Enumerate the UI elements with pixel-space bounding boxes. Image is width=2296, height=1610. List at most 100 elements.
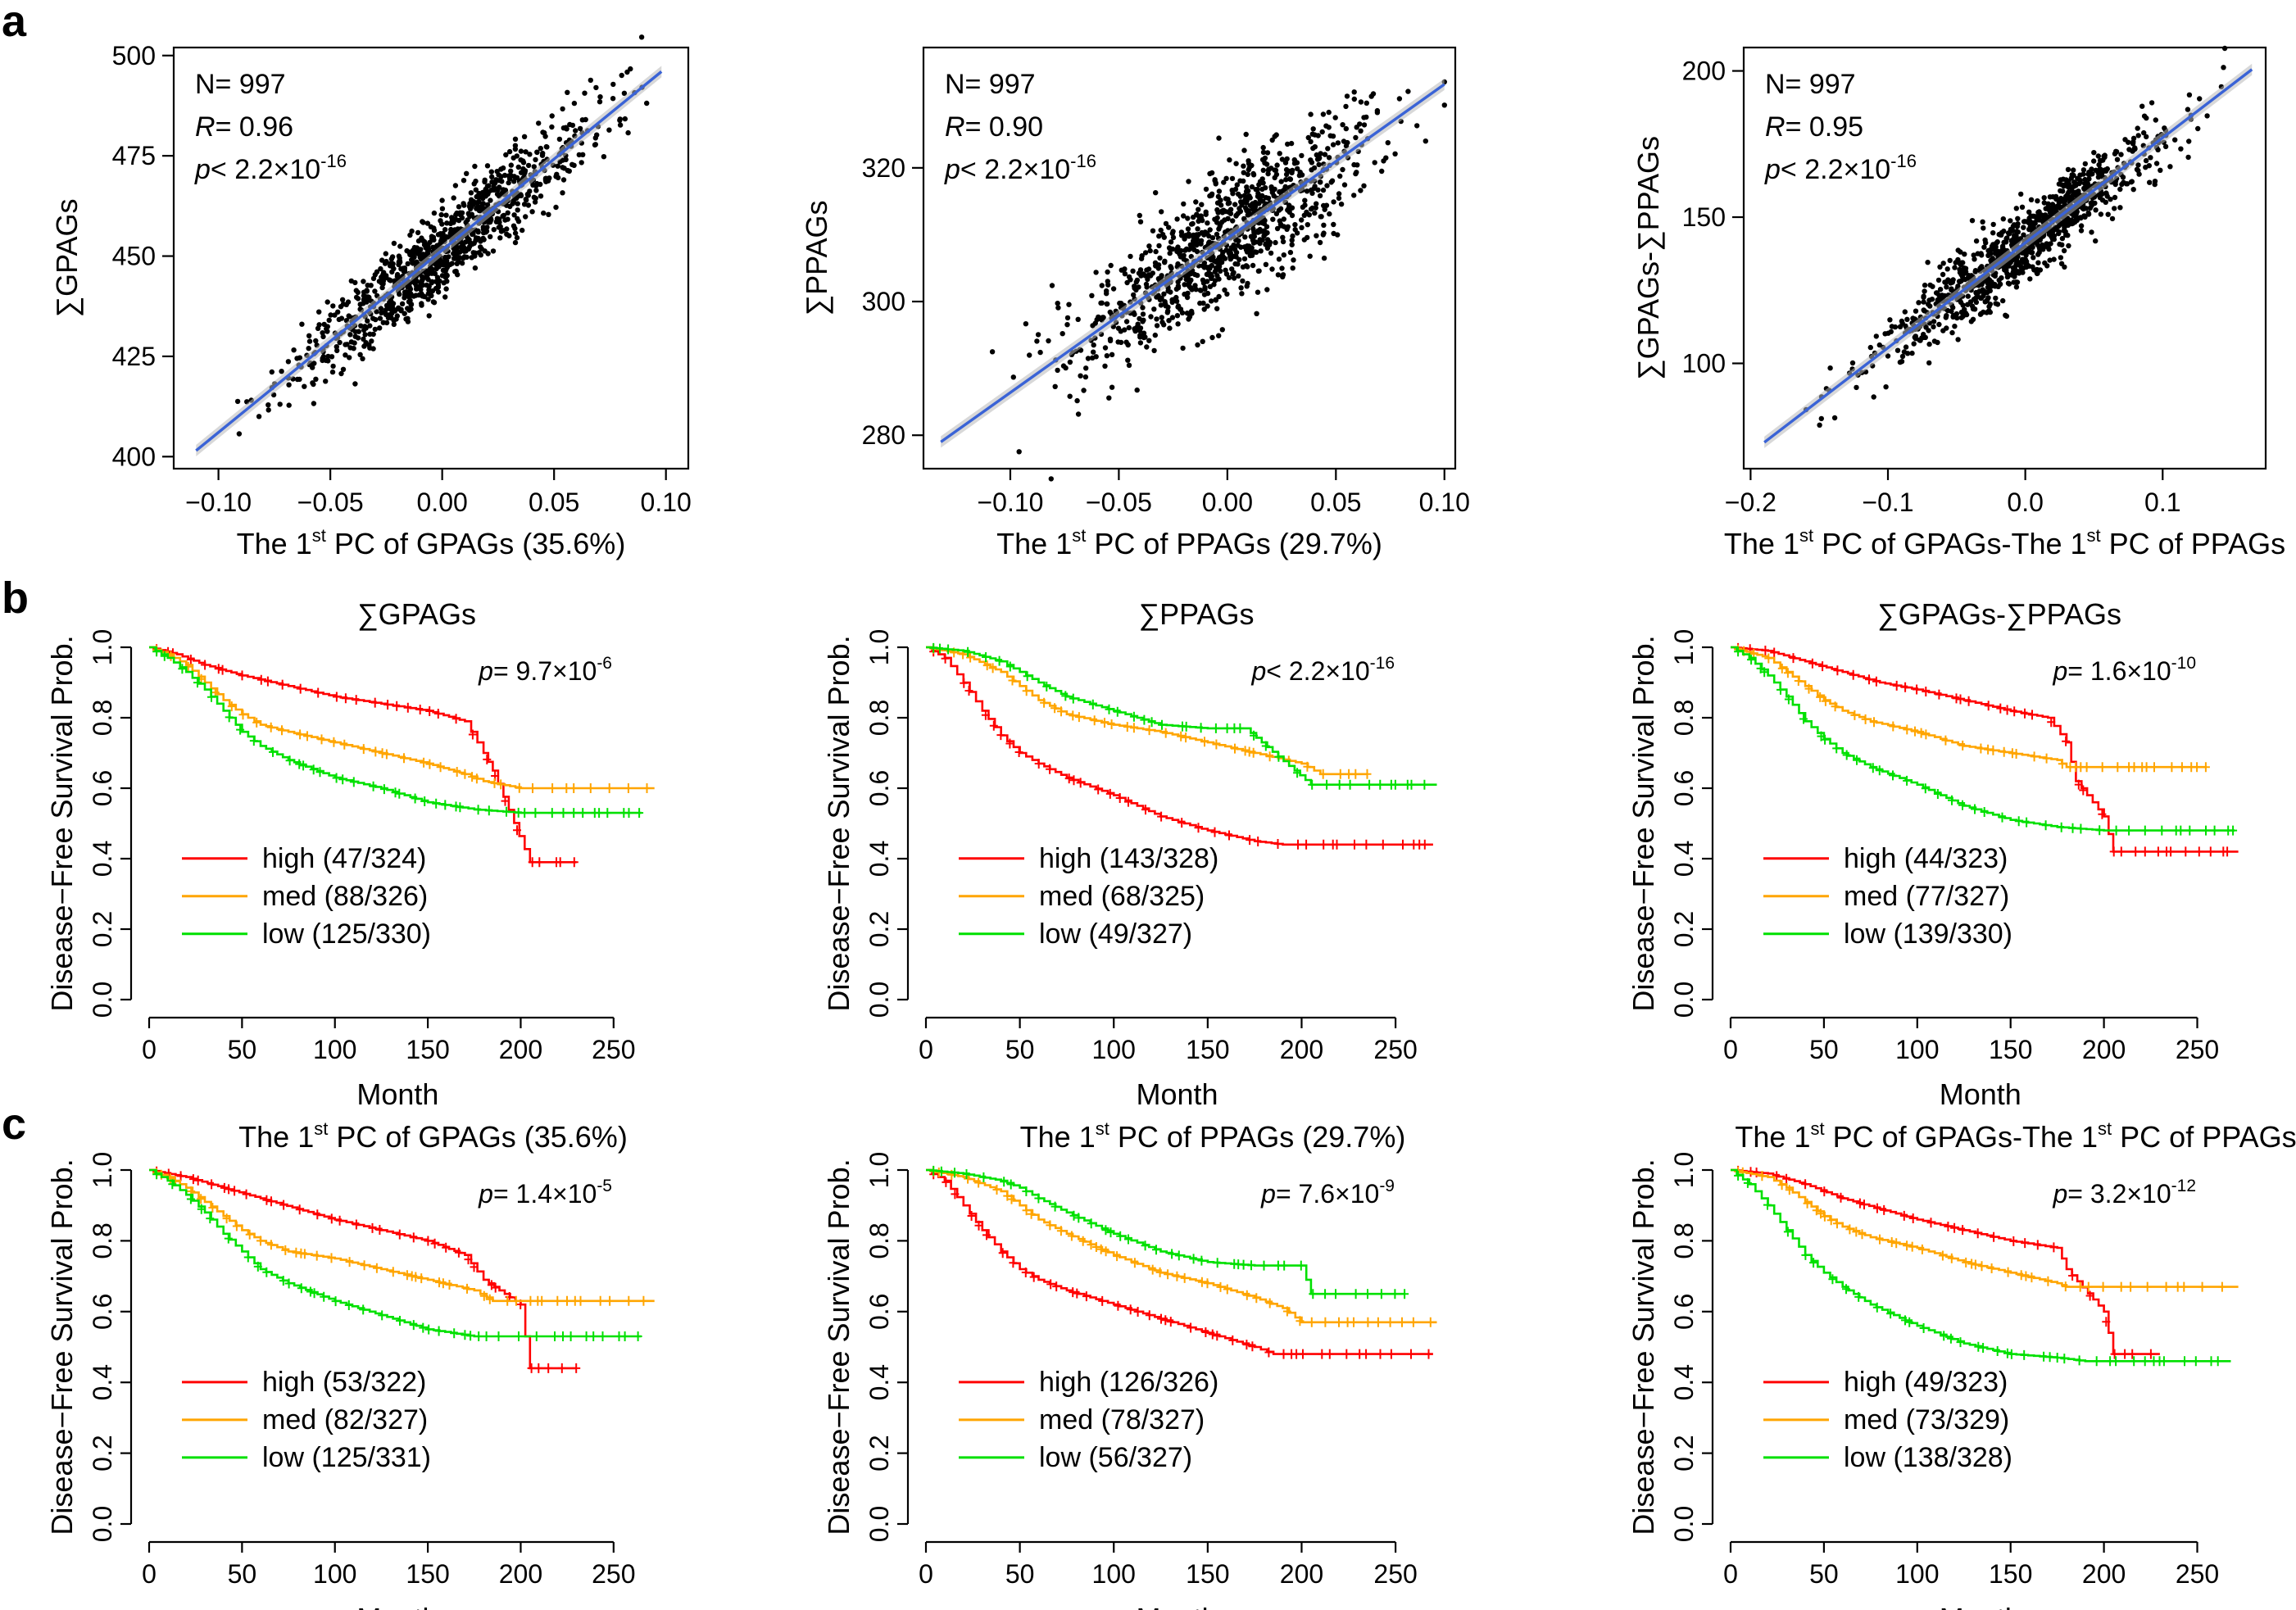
censor-mark xyxy=(1157,1313,1165,1324)
data-point xyxy=(1971,252,1976,258)
data-point xyxy=(1265,170,1271,177)
censor-mark xyxy=(430,1238,439,1249)
data-point xyxy=(2095,192,2102,198)
data-point xyxy=(1200,277,1206,283)
x-tick-label: 0.1 xyxy=(2144,488,2180,517)
censor-mark xyxy=(1785,1185,1794,1195)
censor-mark xyxy=(544,1363,553,1373)
data-point xyxy=(1141,330,1147,336)
censor-mark xyxy=(474,805,483,815)
data-point xyxy=(379,257,385,263)
censor-mark xyxy=(1056,1226,1065,1236)
data-point xyxy=(451,195,456,201)
data-point xyxy=(452,183,459,188)
data-point xyxy=(454,261,460,266)
data-point xyxy=(329,369,336,375)
data-point xyxy=(1105,301,1110,307)
data-point xyxy=(1973,238,1980,244)
censor-mark xyxy=(2109,846,2118,857)
data-point xyxy=(1264,161,1270,167)
censor-mark xyxy=(2167,762,2176,773)
data-point xyxy=(1227,211,1234,216)
censor-mark xyxy=(1259,1260,1268,1271)
censor-mark xyxy=(1761,646,1770,655)
data-point xyxy=(1980,219,1985,224)
data-point xyxy=(1344,93,1350,99)
censor-mark xyxy=(1006,1179,1015,1190)
censor-mark xyxy=(1872,1302,1881,1313)
censor-mark xyxy=(1351,1289,1360,1299)
data-point xyxy=(1238,285,1244,291)
censor-mark xyxy=(1999,746,2008,757)
censor-mark xyxy=(2033,1240,2042,1250)
data-point xyxy=(1315,133,1321,138)
censor-mark xyxy=(1964,696,1973,706)
data-point xyxy=(1207,170,1213,177)
data-point xyxy=(2095,153,2101,159)
data-point xyxy=(388,297,394,304)
data-point xyxy=(538,145,543,152)
censor-mark xyxy=(371,746,380,757)
data-point xyxy=(1937,264,1943,270)
data-point xyxy=(560,177,567,183)
data-point xyxy=(989,349,996,355)
x-tick-label: 250 xyxy=(2176,1559,2219,1589)
data-point xyxy=(1309,190,1315,196)
data-point xyxy=(491,187,497,193)
data-point xyxy=(1142,250,1149,256)
data-point xyxy=(1396,96,1403,102)
censor-mark xyxy=(2202,825,2210,836)
censor-mark xyxy=(1050,1201,1060,1212)
text-run: PC of PPAGs xyxy=(2101,527,2285,560)
censor-mark xyxy=(1424,1349,1433,1359)
data-point xyxy=(382,261,388,266)
data-point xyxy=(1182,282,1187,288)
y-tick-label: 425 xyxy=(112,342,156,371)
data-point xyxy=(1260,167,1267,173)
data-point xyxy=(1939,293,1945,298)
stat-p-symbol: p xyxy=(944,154,960,185)
censor-mark xyxy=(176,1171,185,1181)
censor-mark xyxy=(344,1300,353,1310)
data-point xyxy=(1159,273,1164,279)
censor-mark xyxy=(1946,1333,1955,1344)
data-point xyxy=(1882,331,1888,337)
data-point xyxy=(1385,140,1391,146)
x-tick-label: 50 xyxy=(228,1035,257,1064)
stat-p: p< 2.2×10-16 xyxy=(194,151,347,185)
censor-mark xyxy=(1022,1186,1031,1196)
data-point xyxy=(1351,161,1357,168)
censor-mark xyxy=(491,1282,500,1293)
censor-mark xyxy=(1141,805,1150,815)
data-point xyxy=(387,277,392,283)
data-point xyxy=(1887,317,1893,323)
p-symbol: p xyxy=(478,656,493,686)
data-point xyxy=(1965,302,1971,307)
data-point xyxy=(1327,211,1332,217)
censor-mark xyxy=(989,720,998,731)
censor-mark xyxy=(1069,1287,1078,1298)
censor-mark xyxy=(511,1295,520,1306)
data-point xyxy=(1922,282,1928,288)
censor-mark xyxy=(2198,1281,2207,1292)
censor-mark xyxy=(1107,719,1116,729)
data-point xyxy=(1145,276,1150,283)
censor-mark xyxy=(1265,1298,1274,1308)
data-point xyxy=(496,216,502,222)
data-point xyxy=(563,125,569,130)
x-axis-label: The 1st PC of GPAGs-The 1st PC of PPAGs xyxy=(1724,525,2285,560)
censor-mark xyxy=(1299,1349,1307,1359)
data-point xyxy=(1931,338,1938,344)
censor-mark xyxy=(1129,711,1138,722)
data-point xyxy=(1279,265,1285,271)
data-point xyxy=(514,153,520,159)
censor-mark xyxy=(2021,1271,2031,1281)
data-point xyxy=(1246,166,1252,173)
legend-label: low (138/328) xyxy=(1844,1442,2012,1473)
censor-mark xyxy=(2150,762,2158,773)
data-point xyxy=(549,113,555,119)
data-point xyxy=(419,302,424,308)
censor-mark xyxy=(352,1219,361,1230)
censor-mark xyxy=(1783,1227,1792,1237)
censor-mark xyxy=(359,1304,368,1315)
